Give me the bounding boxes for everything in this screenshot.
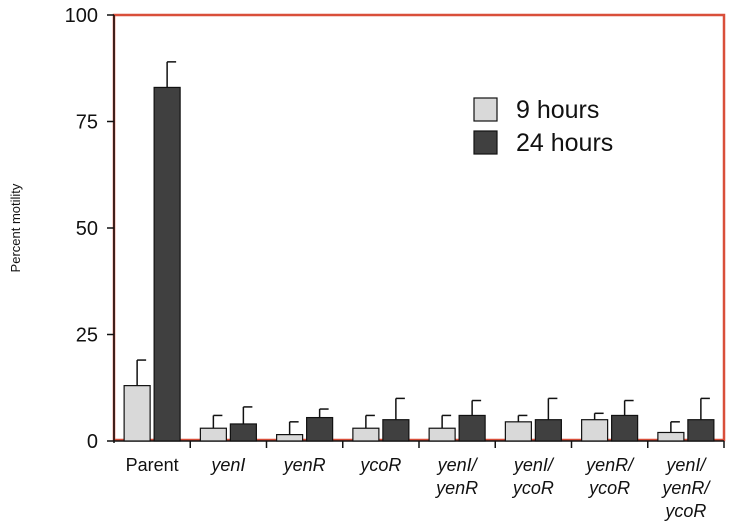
x-tick-label: yenI/ [512,455,555,475]
bar-24h [534,419,562,442]
y-tick-label: 75 [76,112,98,134]
bar-9h [199,427,227,442]
bar-9h [581,419,609,442]
bar-24h [153,86,181,442]
bar-9h [123,385,151,442]
y-tick-label: 25 [76,325,98,347]
bar-9h [276,434,304,442]
x-tick-label: yenI/ [436,455,479,475]
y-ticks: 0 25 50 75 100 [65,5,114,453]
x-tick-label: yenR [282,455,326,475]
x-tick-label: Parent [126,455,179,475]
bar-9h [657,431,685,442]
bar-24h [687,419,715,442]
x-tick-label: yenR/ [584,455,635,475]
legend-label-9h: 9 hours [516,96,599,124]
x-tick-label: ycoR [587,478,630,498]
bar-24h [229,423,257,442]
plot-frame [112,13,726,442]
bar-24h [611,414,639,442]
legend-swatch-9h [473,97,498,122]
x-tick-label: yenI/ [664,455,707,475]
x-tick-label: ycoR [511,478,554,498]
x-tick-label: yenI [209,455,245,475]
y-tick-label: 100 [65,5,98,27]
legend-swatch-24h [473,130,498,155]
x-tick-label: ycoR [358,455,401,475]
x-tick-label: yenR/ [660,478,711,498]
y-axis-label: Percent motility [8,183,23,272]
bar-24h [458,414,486,442]
bar-9h [352,427,380,442]
bar-9h [428,427,456,442]
bar-9h [504,421,532,442]
bar-24h [382,419,410,442]
y-tick-label: 50 [76,218,98,240]
y-tick-label: 0 [87,431,98,453]
legend-label-24h: 24 hours [516,129,613,157]
bars [123,61,715,442]
x-tick-label: yenR [434,478,478,498]
x-tick-label: ycoR [663,501,706,521]
legend: 9 hours 24 hours [473,96,613,157]
bar-24h [306,416,334,442]
x-tick-labels: Parent yenI yenR ycoR yenI/yenR yenI/ycoR yenR… [126,441,725,521]
